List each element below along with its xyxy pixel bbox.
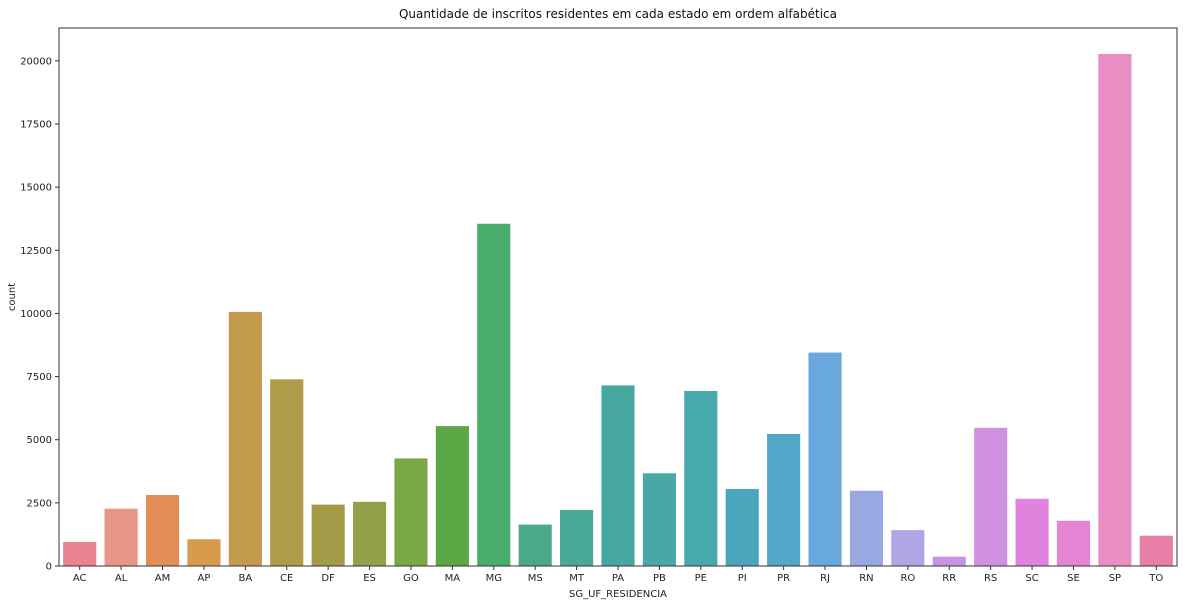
x-axis-title: SG_UF_RESIDENCIA [569, 589, 667, 600]
bar-pa [601, 385, 635, 566]
bar-pi [725, 488, 759, 566]
bars-group [63, 54, 1173, 567]
y-tick-label: 15000 [20, 183, 52, 194]
x-tick-label: SE [1067, 573, 1080, 584]
x-tick-label: CE [280, 573, 293, 584]
x-tick-label: MA [445, 573, 461, 584]
bar-rr [932, 556, 966, 566]
x-tick-label: PB [653, 573, 666, 584]
x-tick-label: ES [363, 573, 376, 584]
bar-to [1139, 535, 1173, 566]
x-tick-label: RO [900, 573, 915, 584]
y-tick-label: 12500 [20, 246, 52, 257]
y-tick-label: 7500 [27, 372, 52, 383]
x-tick-label: PI [738, 573, 747, 584]
x-tick-label: AL [115, 573, 128, 584]
x-tick-label: RJ [820, 573, 830, 584]
bar-pb [642, 473, 676, 566]
y-tick-label: 10000 [20, 309, 52, 320]
x-tick-label: BA [238, 573, 252, 584]
y-axis-ticks: 0 2500 5000 7500 10000 12500 15000 17500 20000 [20, 56, 59, 573]
bar-es [352, 501, 387, 566]
bar-pe [684, 390, 718, 566]
x-tick-label: AC [73, 573, 87, 584]
bar-ac [63, 542, 97, 566]
x-tick-label: DF [321, 573, 335, 584]
bar-pr [767, 433, 801, 566]
x-tick-label: PA [612, 573, 624, 584]
bar-mg [477, 223, 511, 567]
x-tick-label: SP [1109, 573, 1121, 584]
bar-rs [974, 427, 1008, 566]
bar-rn [849, 490, 884, 566]
x-tick-label: RS [984, 573, 997, 584]
x-tick-label: MT [569, 573, 585, 584]
y-tick-label: 2500 [27, 498, 52, 509]
x-tick-label: AM [155, 573, 170, 584]
x-tick-label: MS [528, 573, 543, 584]
x-tick-label: MG [486, 573, 502, 584]
y-tick-label: 5000 [27, 435, 52, 446]
chart-title: Quantidade de inscritos residentes em ca… [399, 7, 837, 21]
bar-ms [518, 524, 552, 566]
x-tick-label: AP [197, 573, 210, 584]
bar-ap [187, 539, 221, 566]
x-tick-label: RR [942, 573, 956, 584]
bar-mt [560, 509, 594, 566]
bar-rj [808, 352, 842, 566]
x-tick-label: SC [1025, 573, 1038, 584]
y-tick-label: 17500 [20, 119, 52, 130]
x-tick-label: PR [777, 573, 790, 584]
bar-se [1056, 520, 1091, 566]
y-tick-label: 0 [46, 562, 52, 573]
x-tick-label: PE [695, 573, 707, 584]
x-axis-ticks: AC AL AM AP BA CE DF ES GO MA MG MS MT PA PB PE PI PR RJ RN… [73, 566, 1163, 584]
x-tick-label: TO [1148, 573, 1163, 584]
bar-go [394, 458, 428, 566]
bar-ba [228, 311, 262, 566]
bar-df [311, 504, 345, 566]
bar-ro [891, 530, 925, 566]
x-tick-label: GO [403, 573, 419, 584]
bar-sp [1098, 54, 1132, 566]
bar-sc [1015, 498, 1049, 566]
bar-al [104, 508, 138, 566]
y-axis-title: count [7, 283, 18, 311]
y-tick-label: 20000 [20, 56, 52, 67]
bar-am [145, 495, 180, 566]
bar-ma [435, 426, 469, 566]
plot-frame [58, 27, 1178, 567]
x-tick-label: RN [859, 573, 873, 584]
bar-ce [270, 379, 304, 566]
